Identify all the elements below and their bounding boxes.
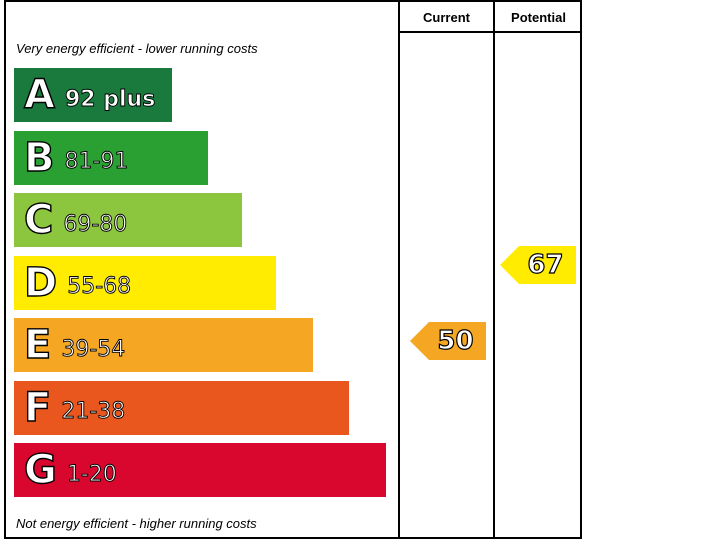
potential-rating-arrow: 67	[500, 245, 576, 284]
epc-chart: Current Potential Very energy efficient …	[4, 0, 582, 539]
band-f: F 21-38	[14, 380, 349, 435]
band-c: C 69-80	[14, 193, 242, 247]
band-range: 55-68	[67, 274, 132, 300]
band-e: E 39-54	[14, 318, 313, 372]
band-range: 92 plus	[64, 86, 156, 112]
band-letter: F	[23, 384, 52, 431]
potential-arrow-polygon	[500, 245, 576, 284]
header-divider	[398, 31, 580, 33]
band-range: 39-54	[61, 336, 126, 362]
band-letter: C	[23, 197, 54, 243]
band-letter: E	[23, 322, 52, 368]
band-range: 81-91	[64, 149, 129, 175]
band-d: D 55-68	[14, 255, 276, 310]
band-letter: B	[23, 134, 55, 181]
band-letter: D	[23, 259, 58, 306]
band-range: 21-38	[61, 399, 126, 425]
potential-column-divider	[493, 2, 495, 537]
band-b: B 81-91	[14, 130, 208, 185]
current-column-divider	[398, 2, 400, 537]
current-rating-value: 50	[437, 325, 474, 356]
bottom-note: Not energy efficient - higher running co…	[16, 516, 257, 531]
band-range: 69-80	[63, 211, 128, 237]
potential-rating-value: 67	[527, 249, 564, 280]
top-note: Very energy efficient - lower running co…	[16, 41, 258, 56]
current-rating-arrow: 50	[410, 322, 486, 360]
band-range: 1-20	[66, 461, 117, 487]
band-letter: G	[23, 447, 57, 493]
potential-column-header: Potential	[511, 10, 566, 25]
band-letter: A	[23, 72, 55, 118]
band-a: A 92 plus	[14, 68, 172, 122]
potential-arrow-shape	[500, 245, 576, 284]
current-arrow-shape	[410, 322, 486, 360]
current-column-header: Current	[423, 10, 470, 25]
band-g: G 1-20	[14, 443, 386, 497]
current-arrow-polygon	[410, 322, 486, 360]
